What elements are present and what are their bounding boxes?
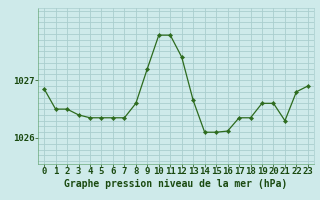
X-axis label: Graphe pression niveau de la mer (hPa): Graphe pression niveau de la mer (hPa) bbox=[64, 179, 288, 189]
